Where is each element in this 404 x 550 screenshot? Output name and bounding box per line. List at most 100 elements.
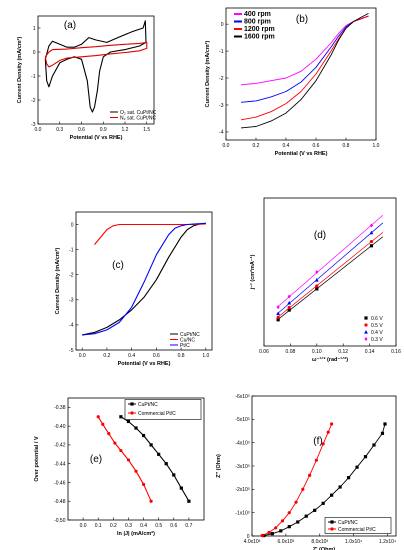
panel-d-frame [263, 197, 397, 347]
panel-e-point [107, 432, 111, 436]
panel-f-xtick-label: 8.0x10³ [311, 539, 328, 545]
panel-e-point [113, 441, 117, 445]
panel-f-ytick-label: -5x10³ [235, 417, 250, 423]
panel-f-point [279, 529, 283, 533]
panel-b-xlabel: Potential (V vs RHE) [275, 151, 328, 157]
panel-e-ytick-label: -0.44 [54, 461, 66, 467]
panel-f-xtick-label: 1.0x10⁴ [345, 539, 362, 545]
panel-d-xtick-label: 0.16 [391, 349, 401, 355]
panel-d-series-0 [276, 236, 384, 322]
panel-a-label: (a) [64, 20, 76, 31]
panel-c-series-0 [82, 222, 206, 336]
panel-e-xlabel: ln |J| (mA/cm²) [117, 530, 155, 537]
panel-e-xtick-label: 0.2 [110, 523, 117, 529]
panel-c-ytick-label: -5 [69, 348, 74, 354]
panel-b: 0.0 0.2 0.4 0.6 0.8 1.0 -4 -3 -2 -1 0 Potential (V … [204, 7, 380, 157]
panel-d-point [369, 239, 374, 244]
panel-d-legend-marker [364, 330, 368, 334]
panel-f-ytick-label: -6x10³ [235, 394, 250, 400]
panel-f-point [321, 442, 325, 446]
panel-e-point [187, 499, 191, 503]
panel-c-xtick-label: 0.6 [153, 353, 160, 359]
panel-a-xlabel: Potential (V vs RHE) [70, 135, 123, 141]
panel-e: 0.0 0.1 0.2 0.3 0.4 0.5 0.6 0.7 -0.50 -0.48 -0.46 -… [34, 397, 205, 537]
panel-d-point [369, 223, 374, 228]
panel-d-legend-label: 0.4 V [371, 330, 383, 336]
panel-e-ylabel: Over potential / V [34, 436, 40, 482]
panel-e-label: (e) [90, 454, 102, 465]
panel-e-point [179, 486, 183, 490]
panel-b-ytick-label: -4 [219, 130, 224, 136]
panel-e-legend-label: Commercial Pt/C [138, 411, 176, 417]
panel-f-series-line [263, 423, 386, 536]
panel-f-point [280, 519, 285, 523]
panel-f-xtick-label: 6.0x10³ [278, 539, 295, 545]
panel-e-series-1 [96, 415, 153, 503]
panel-c-label: (c) [112, 260, 124, 271]
panel-c-xtick-label: 0.2 [103, 353, 110, 359]
panel-b-legend-label: 400 rpm [244, 11, 271, 18]
panel-d-point [276, 315, 280, 319]
panel-f-point [326, 430, 330, 434]
panel-d-point [276, 311, 281, 316]
panel-b-ytick-label: -3 [219, 103, 224, 109]
panel-e-point [141, 433, 146, 438]
panel-b-xtick-label: 0.2 [253, 143, 260, 149]
panel-f-point [363, 455, 368, 459]
panel-a-ylabel: Current Density (mA/cm²) [16, 37, 23, 104]
panel-d-point [287, 294, 291, 299]
panel-c-ytick-label: 0 [71, 222, 74, 228]
panel-c-legend-label: Cu/NC [180, 337, 195, 343]
panel-f-series-0 [262, 422, 387, 538]
panel-f-legend-label: CuPt/NC [338, 520, 358, 526]
panel-b-xtick-label: 0.4 [283, 143, 290, 149]
panel-d-point [369, 230, 374, 235]
panel-e-xtick-label: 0.5 [155, 523, 162, 529]
panel-a-legend-label: N₂ sat. CuPt/NC [120, 115, 157, 121]
panel-d-legend: 0.6 V0.5 V0.4 V0.3 V [364, 316, 383, 343]
panel-b-xtick-label: 1.0 [373, 143, 380, 149]
panel-b-series-3 [240, 13, 369, 129]
panel-a-ytick-label: -2 [31, 98, 36, 104]
panel-e-ytick-label: -0.46 [54, 480, 66, 486]
panel-f-point [346, 476, 351, 480]
panel-d-xtick-label: 0.14 [365, 349, 375, 355]
panel-e-xtick-label: 0.0 [80, 523, 87, 529]
panel-c-series-line [82, 222, 206, 336]
panel-e-ytick-label: -0.48 [54, 499, 66, 505]
panel-d-xtick-label: 0.12 [338, 349, 348, 355]
panel-e-point [101, 422, 105, 426]
panel-a-series-line [44, 41, 148, 68]
panel-d-point [276, 305, 280, 310]
panel-d-fit-line [276, 214, 384, 308]
panel-f-legend-label: Commercial Pt/C [338, 527, 376, 533]
panel-c-ytick-label: -3 [69, 298, 74, 304]
panel-a-series-line [44, 20, 147, 113]
panel-d-legend-marker [364, 323, 368, 327]
panel-d-point [315, 270, 319, 274]
panel-d-point [314, 278, 319, 282]
panel-f: 4.0x10³ 6.0x10³ 8.0x10³ 1.0x10⁴ 1.2x10⁴ 0 -1x1… [216, 394, 397, 550]
panel-a-series-0 [44, 20, 147, 113]
panel-c-xtick-label: 1.0 [202, 353, 209, 359]
panel-c-series-line [82, 222, 206, 336]
panel-b-series-line [240, 13, 369, 129]
panel-e-xtick-label: 0.4 [140, 523, 147, 529]
panel-e-point [157, 452, 161, 456]
panel-f-point [330, 493, 334, 497]
panel-d-legend-label: 0.5 V [371, 323, 383, 329]
panel-f-legend-box [324, 517, 392, 534]
panel-f-legend-marker [330, 520, 334, 524]
panel-f-ytick-label: -4x10³ [235, 440, 250, 446]
panel-c-legend-label: Pt/C [180, 343, 190, 349]
panel-e-legend-box [124, 399, 202, 420]
panel-e-xtick-label: 0.3 [125, 523, 132, 529]
panel-b-ytick-label: 0 [221, 22, 224, 28]
panel-b-xtick-label: 0.0 [223, 143, 230, 149]
panel-c-series-1 [94, 223, 206, 245]
panel-d-legend-marker [364, 337, 368, 341]
panel-e-point [119, 415, 123, 419]
